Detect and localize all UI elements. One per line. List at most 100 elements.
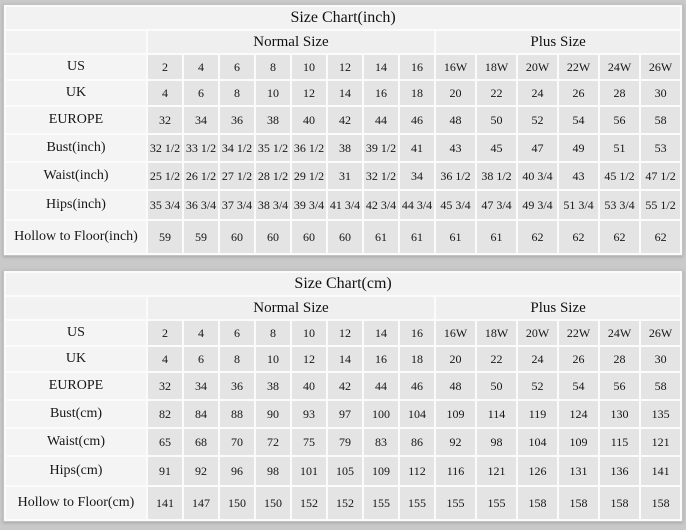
size-cell: 131 xyxy=(559,457,598,485)
size-chart-cm-table: Size Chart(cm) Normal Size Plus Size US 2 4 6 8… xyxy=(3,270,684,522)
size-cell: 4 xyxy=(148,81,182,105)
size-cell: 18W xyxy=(477,321,516,345)
size-cell: 68 xyxy=(184,429,218,455)
size-cell: 6 xyxy=(220,321,254,345)
size-cell: 48 xyxy=(436,373,475,399)
size-cell: 59 xyxy=(184,221,218,253)
size-cell: 24W xyxy=(600,321,639,345)
size-cell: 130 xyxy=(600,401,639,427)
size-cell: 22 xyxy=(477,347,516,371)
size-cell: 12 xyxy=(328,321,362,345)
size-cell: 150 xyxy=(220,487,254,519)
row-label: EUROPE xyxy=(6,373,146,399)
size-cell: 47 3/4 xyxy=(477,191,516,219)
size-cell: 32 xyxy=(148,373,182,399)
size-cell: 34 1/2 xyxy=(220,135,254,161)
size-cell: 104 xyxy=(518,429,557,455)
size-cell: 24 xyxy=(518,347,557,371)
size-cell: 4 xyxy=(184,321,218,345)
size-cell: 86 xyxy=(400,429,434,455)
size-cell: 34 xyxy=(184,373,218,399)
size-cell: 93 xyxy=(292,401,326,427)
table-row: Hips(inch) 35 3/4 36 3/4 37 3/4 38 3/4 39 3/4… xyxy=(6,191,681,219)
size-cell: 51 xyxy=(600,135,639,161)
table-row: EUROPE 32 34 36 38 40 42 44 46 48 50 52 54 56 58 xyxy=(6,107,681,133)
size-cell: 40 3/4 xyxy=(518,163,557,189)
table-row: Bust(inch) 32 1/2 33 1/2 34 1/2 35 1/2 36 1/2… xyxy=(6,135,681,161)
table-row: UK 4 6 8 10 12 14 16 18 20 22 24 26 28 30 xyxy=(6,347,681,371)
size-cell: 52 xyxy=(518,373,557,399)
size-cell: 124 xyxy=(559,401,598,427)
size-cell: 135 xyxy=(641,401,681,427)
size-cell: 4 xyxy=(184,55,218,79)
group-header-plus-size: Plus Size xyxy=(436,297,681,319)
size-cell: 56 xyxy=(600,373,639,399)
size-cell: 20 xyxy=(436,81,475,105)
size-cell: 36 xyxy=(220,107,254,133)
size-cell: 49 3/4 xyxy=(518,191,557,219)
size-cell: 8 xyxy=(256,321,290,345)
size-cell: 47 xyxy=(518,135,557,161)
size-cell: 60 xyxy=(292,221,326,253)
size-cell: 53 xyxy=(641,135,681,161)
size-cell: 90 xyxy=(256,401,290,427)
size-cell: 27 1/2 xyxy=(220,163,254,189)
size-cell: 26W xyxy=(641,55,681,79)
size-cell: 150 xyxy=(256,487,290,519)
size-cell: 10 xyxy=(256,347,290,371)
size-cell: 2 xyxy=(148,55,182,79)
row-label: Bust(inch) xyxy=(6,135,146,161)
table-row: Hips(cm) 91 92 96 98 101 105 109 112 116 121 126 131… xyxy=(6,457,681,485)
size-cell: 45 1/2 xyxy=(600,163,639,189)
size-cell: 60 xyxy=(256,221,290,253)
size-cell: 12 xyxy=(328,55,362,79)
size-cell: 121 xyxy=(641,429,681,455)
size-cell: 18 xyxy=(400,81,434,105)
size-cell: 36 xyxy=(220,373,254,399)
group-header-plus-size: Plus Size xyxy=(436,31,681,53)
size-cell: 37 3/4 xyxy=(220,191,254,219)
size-cell: 82 xyxy=(148,401,182,427)
size-cell: 22W xyxy=(559,55,598,79)
size-cell: 147 xyxy=(184,487,218,519)
size-cell: 10 xyxy=(256,81,290,105)
size-cell: 38 xyxy=(328,135,362,161)
corner-cell xyxy=(6,297,146,319)
size-cell: 158 xyxy=(600,487,639,519)
table-title: Size Chart(inch) xyxy=(6,7,681,29)
size-cell: 28 xyxy=(600,81,639,105)
size-cell: 8 xyxy=(256,55,290,79)
size-cell: 126 xyxy=(518,457,557,485)
size-cell: 58 xyxy=(641,107,681,133)
size-cell: 83 xyxy=(364,429,398,455)
size-cell: 10 xyxy=(292,55,326,79)
size-cell: 155 xyxy=(477,487,516,519)
size-cell: 53 3/4 xyxy=(600,191,639,219)
size-cell: 58 xyxy=(641,373,681,399)
size-cell: 22W xyxy=(559,321,598,345)
size-cell: 115 xyxy=(600,429,639,455)
size-cell: 41 3/4 xyxy=(328,191,362,219)
corner-cell xyxy=(6,31,146,53)
size-cell: 30 xyxy=(641,347,681,371)
size-cell: 79 xyxy=(328,429,362,455)
size-chart-inch-table: Size Chart(inch) Normal Size Plus Size US 2 4… xyxy=(3,4,684,256)
row-label: US xyxy=(6,321,146,345)
table-row: Bust(cm) 82 84 88 90 93 97 100 104 109 114 119 124 13… xyxy=(6,401,681,427)
table-row: Hollow to Floor(inch) 59 59 60 60 60 60 61 61 61 6… xyxy=(6,221,681,253)
size-cell: 6 xyxy=(220,55,254,79)
size-cell: 12 xyxy=(292,347,326,371)
row-label: Waist(cm) xyxy=(6,429,146,455)
size-cell: 72 xyxy=(256,429,290,455)
size-cell: 104 xyxy=(400,401,434,427)
size-cell: 61 xyxy=(400,221,434,253)
size-cell: 8 xyxy=(220,347,254,371)
size-cell: 22 xyxy=(477,81,516,105)
size-cell: 6 xyxy=(184,347,218,371)
size-cell: 16W xyxy=(436,55,475,79)
size-cell: 16 xyxy=(364,81,398,105)
size-cell: 155 xyxy=(436,487,475,519)
group-header-normal-size: Normal Size xyxy=(148,31,434,53)
size-cell: 28 xyxy=(600,347,639,371)
size-cell: 109 xyxy=(436,401,475,427)
